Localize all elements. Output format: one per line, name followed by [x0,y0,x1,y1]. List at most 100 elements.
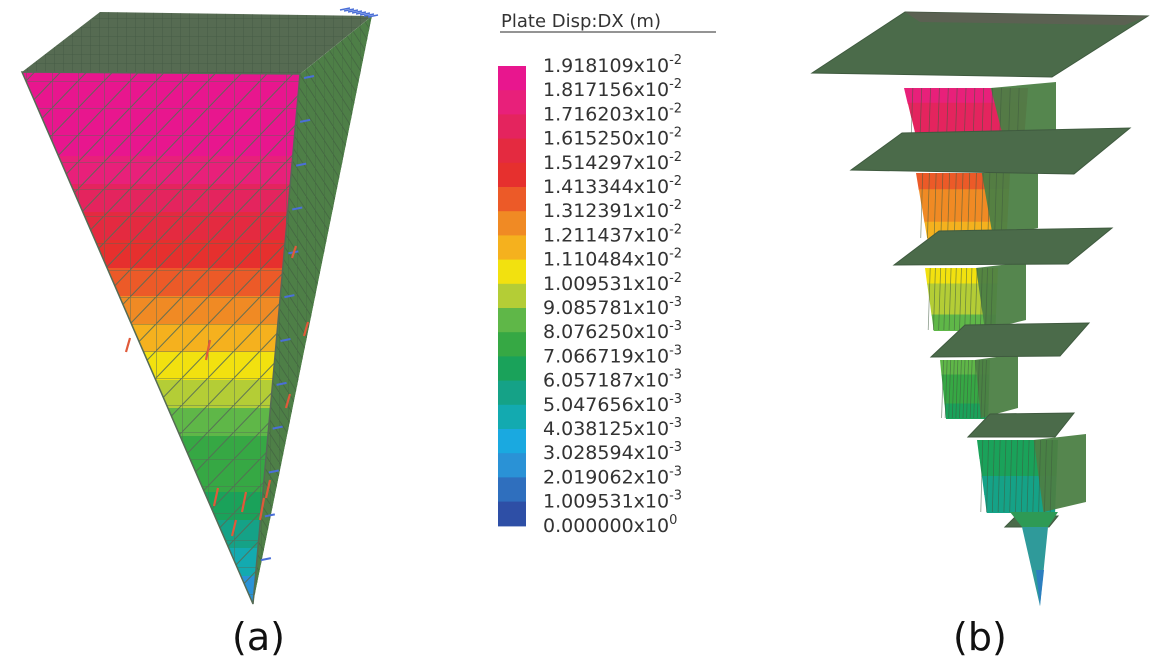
mesh-line [997,439,1001,513]
mesh-line [969,267,973,331]
mesh-line [962,359,966,419]
legend-level-label: 1.918109x10-2 [543,53,682,77]
mesh-line [1000,172,1004,239]
mesh-line [991,439,995,513]
mesh-line [944,359,948,419]
legend-swatch-3 [498,114,526,140]
vector-arrow [280,338,291,342]
legend-level-label: 1.615250x10-2 [543,126,682,150]
legend-level-label: 3.028594x10-3 [543,440,682,464]
legend-swatch-17 [498,453,526,478]
tower-band [911,117,1026,134]
legend-level-label: 1.817156x10-2 [543,77,682,101]
vector-arrow [204,339,212,361]
floor-slab-4 [929,322,1091,358]
mesh-line [974,267,978,331]
mesh-line [967,172,971,239]
mesh-line [927,172,930,239]
legend-swatch-19 [498,501,526,527]
legend-swatch-7 [498,211,526,236]
legend-swatch-14 [498,380,526,406]
legend-level-label: 5.047656x10-3 [543,392,682,416]
vector-arrow [359,12,371,16]
tower-tip-end [1036,570,1044,606]
tower-tip [1010,512,1058,606]
vector-arrow [292,206,303,211]
mesh-line [933,172,937,239]
vector-arrow [272,425,283,430]
mesh-line [994,172,997,239]
vector-arrow [230,519,238,537]
stepped-tower-model [810,11,1150,606]
mesh-line [938,267,942,331]
mesh-line [969,359,973,419]
vector-arrow [258,497,266,521]
legend-level-label: 1.009531x10-2 [543,271,682,295]
vector-arrow [276,381,287,386]
caption-a: (a) [232,615,285,659]
legend-swatch-13 [498,356,526,382]
legend-level-label: 1.716203x10-2 [543,101,682,125]
inverted-pyramid-model [20,7,379,605]
legend-level-label: 2.019062x10-3 [543,464,682,488]
vector-arrow [303,75,315,79]
vector-arrow [339,7,351,11]
legend-swatch-16 [498,429,526,454]
vector-arrow [212,487,220,507]
mesh-line [976,359,980,419]
tower-band [981,476,1057,495]
legend-swatch-4 [498,138,526,164]
mesh-line [1049,439,1053,513]
mesh-line [1044,439,1047,513]
legend-swatch-15 [498,404,526,430]
legend-level-label: 4.038125x10-3 [543,416,682,440]
mesh-line [990,267,994,331]
legend-level-label: 1.009531x10-3 [543,489,682,513]
pyramid-band [22,576,300,604]
mesh-line [1003,439,1007,513]
legend-level-label: 9.085781x10-3 [543,295,682,319]
mesh-line [953,172,957,239]
legend-level-label: 1.211437x10-2 [543,222,682,246]
tower-side [1033,434,1086,512]
displacement-vectors-a [124,7,379,562]
legend-swatch-1 [498,66,526,91]
vector-arrow [240,491,248,513]
tower-band [921,205,1009,223]
mesh-line [979,267,983,331]
mesh-line [953,267,957,331]
tower-tip-top [1010,512,1058,527]
mesh-line [964,267,968,331]
mesh-line [987,172,991,239]
floor-slab-3 [892,227,1114,266]
mesh-line [986,439,989,513]
mesh-line [966,359,969,419]
mesh-line [941,359,944,419]
legend-level-label: 8.076250x10-3 [543,319,682,343]
legend-level-label: 1.312391x10-2 [543,198,682,222]
vector-arrow [302,321,310,337]
mesh-line [1038,439,1042,513]
legend-level-label: 7.066719x10-3 [543,343,682,367]
mesh-line [960,172,964,239]
mesh-line [947,172,950,239]
mesh-line [980,439,984,513]
vector-arrow [284,393,292,409]
mesh-line [951,359,955,419]
slab-edge-highlight [905,12,1148,25]
legend-swatch-9 [498,259,526,285]
tower-tip-face [1022,527,1048,606]
mesh-line [980,172,984,239]
tower-band [984,494,1056,513]
pyramid-band [22,548,300,577]
tower-segment-4 [940,354,1018,419]
legend-swatch-12 [498,332,526,357]
mesh-line [1015,439,1018,513]
legend-level-label: 1.514297x10-2 [543,150,682,174]
vector-arrow [268,469,279,474]
vector-arrow [351,10,363,14]
mesh-line [973,359,977,419]
vector-arrow [264,479,272,499]
